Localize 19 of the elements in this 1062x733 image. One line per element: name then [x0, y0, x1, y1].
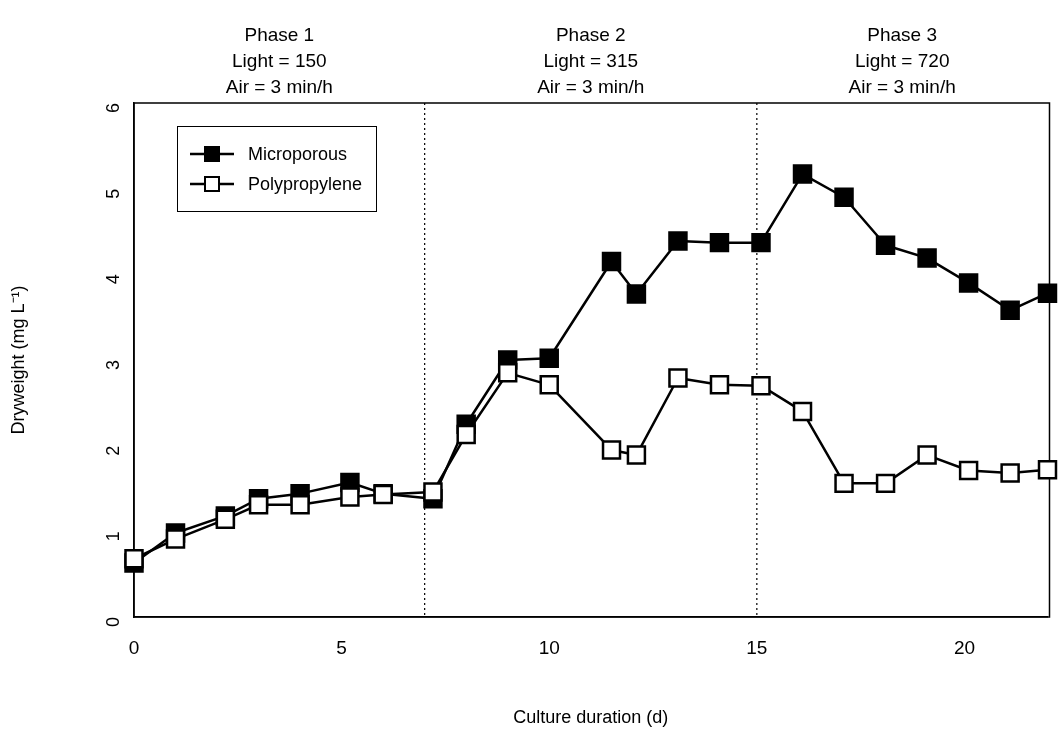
- y-tick-label: 1: [102, 531, 123, 542]
- y-tick-label: 6: [102, 103, 123, 114]
- x-tick-label: 0: [128, 636, 140, 658]
- legend-label: Microporous: [248, 143, 348, 165]
- x-tick-label: 15: [746, 636, 768, 658]
- y-tick-label: 4: [102, 274, 123, 285]
- x-tick-label: 20: [953, 636, 976, 658]
- y-tick-label: 5: [102, 188, 123, 199]
- text: Phase 3 Light = 720 Air = 3 min/h: [848, 24, 956, 97]
- x-tick-label: 5: [336, 636, 347, 658]
- text: Phase 2 Light = 315 Air = 3 min/h: [537, 24, 645, 97]
- x-axis-title: Culture duration (d): [513, 707, 669, 728]
- y-tick-label: 3: [102, 360, 123, 371]
- y-tick-label: 2: [102, 445, 123, 456]
- y-tick-label: 0: [102, 617, 123, 628]
- legend-label: Polypropylene: [248, 173, 363, 195]
- x-tick-label: 10: [538, 636, 560, 658]
- text: Phase 1 Light = 150 Air = 3 min/h: [225, 24, 333, 97]
- y-axis-title: Dryweight (mg L⁻¹): [7, 285, 28, 435]
